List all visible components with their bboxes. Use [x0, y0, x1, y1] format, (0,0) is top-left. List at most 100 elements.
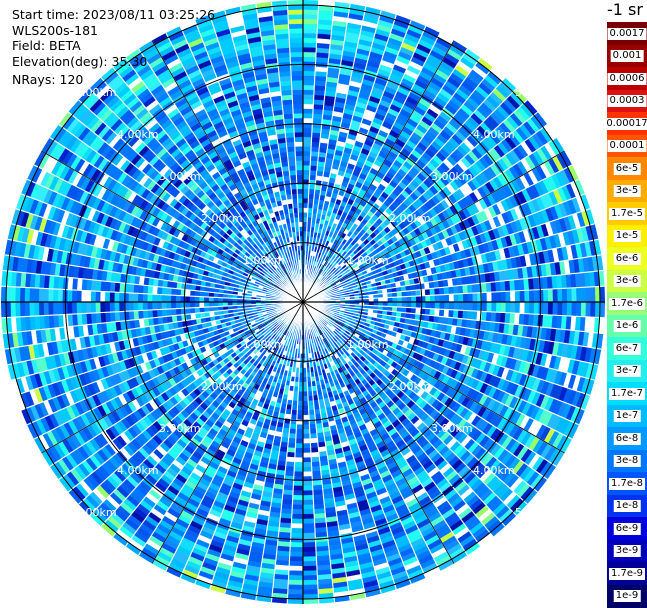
- ppi-cell: [291, 519, 303, 524]
- ppi-cell: [572, 302, 577, 316]
- ppi-cell: [402, 302, 407, 307]
- ppi-cell: [296, 439, 303, 444]
- ppi-cell: [463, 302, 468, 311]
- ppi-cell: [292, 509, 303, 514]
- ppi-cell: [303, 566, 317, 571]
- ppi-cell: [303, 99, 314, 104]
- ppi-cell: [467, 284, 472, 293]
- ppi-cell: [468, 302, 473, 311]
- ppi-cell: [294, 472, 303, 477]
- ppi-cell: [416, 308, 421, 314]
- ppi-cell: [303, 94, 314, 99]
- ppi-cell: [506, 302, 511, 313]
- ppi-cell: [303, 142, 311, 147]
- ppi-cell: [430, 302, 435, 309]
- ppi-cell: [303, 514, 314, 519]
- ppi-cell: [303, 519, 315, 524]
- ppi-cell: [453, 310, 458, 318]
- ppi-cell: [572, 288, 577, 302]
- ppi-cell: [439, 309, 444, 317]
- ppi-cell: [548, 302, 553, 315]
- ppi-cell: [288, 580, 303, 585]
- ppi-cell: [291, 415, 297, 420]
- ppi-cell: [506, 291, 511, 302]
- ppi-cell: [440, 302, 445, 309]
- ppi-cell: [454, 294, 459, 302]
- ppi-cell: [303, 52, 316, 57]
- ppi-cell: [463, 293, 468, 302]
- ppi-cell: [298, 396, 303, 401]
- ppi-cell: [458, 285, 463, 294]
- ppi-cell: [309, 415, 315, 420]
- ppi-cell: [586, 302, 591, 317]
- ppi-cell: [416, 302, 421, 308]
- ppi-cell: [303, 104, 313, 109]
- ppi-cell: [303, 208, 308, 213]
- ppi-cell: [292, 514, 303, 519]
- ppi-cell: [312, 132, 321, 137]
- ppi-cell: [303, 561, 317, 566]
- ppi-cell: [303, 472, 312, 477]
- ppi-cell: [501, 291, 506, 302]
- ppi-cell: [310, 170, 317, 175]
- ppi-cell: [430, 309, 435, 316]
- ppi-cell: [311, 147, 319, 152]
- ppi-cell: [487, 302, 492, 312]
- ppi-cell: [529, 290, 534, 302]
- ppi-cell: [303, 552, 316, 557]
- ppi-cell: [295, 443, 303, 448]
- ppi-cell: [402, 297, 407, 302]
- ppi-cell: [288, 438, 296, 443]
- ppi-cell: [292, 505, 303, 510]
- ppi-cell: [303, 429, 310, 434]
- ppi-cell: [303, 491, 313, 496]
- ppi-cell: [310, 433, 317, 438]
- ppi-cell: [303, 203, 308, 208]
- ppi-cell: [397, 302, 402, 307]
- ppi-cell: [294, 462, 303, 467]
- ppi-cell: [303, 453, 311, 458]
- ppi-cell: [303, 557, 317, 562]
- ppi-cell: [525, 290, 530, 302]
- ppi-cell: [543, 302, 548, 315]
- ppi-cell: [303, 415, 309, 420]
- ppi-cell: [298, 401, 303, 406]
- ppi-cell: [449, 294, 454, 302]
- ppi-cell: [290, 542, 303, 547]
- ppi-cell: [303, 146, 311, 151]
- ppi-cell: [295, 453, 303, 458]
- ppi-cell: [295, 458, 303, 463]
- ppi-cell: [303, 467, 312, 472]
- ppi-cell: [453, 286, 458, 294]
- ppi-cell: [303, 184, 309, 189]
- ppi-cell: [562, 288, 567, 302]
- ppi-cell: [435, 295, 440, 302]
- ppi-cell: [303, 396, 308, 401]
- ppi-cell: [459, 302, 464, 310]
- ppi-cell: [426, 295, 431, 302]
- ppi-cell: [426, 302, 431, 309]
- ppi-cell: [525, 302, 530, 314]
- ppi-cell: [303, 547, 316, 552]
- ppi-cell: [303, 132, 312, 137]
- ppi-cell: [303, 599, 319, 604]
- ppi-cell: [558, 302, 563, 316]
- ppi-cell: [548, 289, 553, 302]
- ppi-cell: [290, 547, 303, 552]
- ppi-cell: [286, 462, 295, 467]
- ppi-cell: [407, 302, 412, 308]
- ppi-cell: [434, 309, 439, 316]
- ppi-cell: [303, 571, 317, 576]
- ppi-cell: [430, 288, 435, 295]
- ppi-cell: [309, 175, 316, 180]
- ppi-cell: [303, 406, 309, 411]
- ppi-cell: [303, 127, 312, 132]
- ppi-cell: [501, 302, 506, 313]
- ppi-cell: [303, 198, 308, 203]
- ppi-cell: [291, 524, 303, 529]
- ppi-cell: [287, 448, 295, 453]
- ppi-cell: [467, 311, 472, 320]
- ppi-cell: [303, 495, 313, 500]
- ppi-cell: [393, 302, 398, 307]
- ppi-cell: [473, 293, 478, 302]
